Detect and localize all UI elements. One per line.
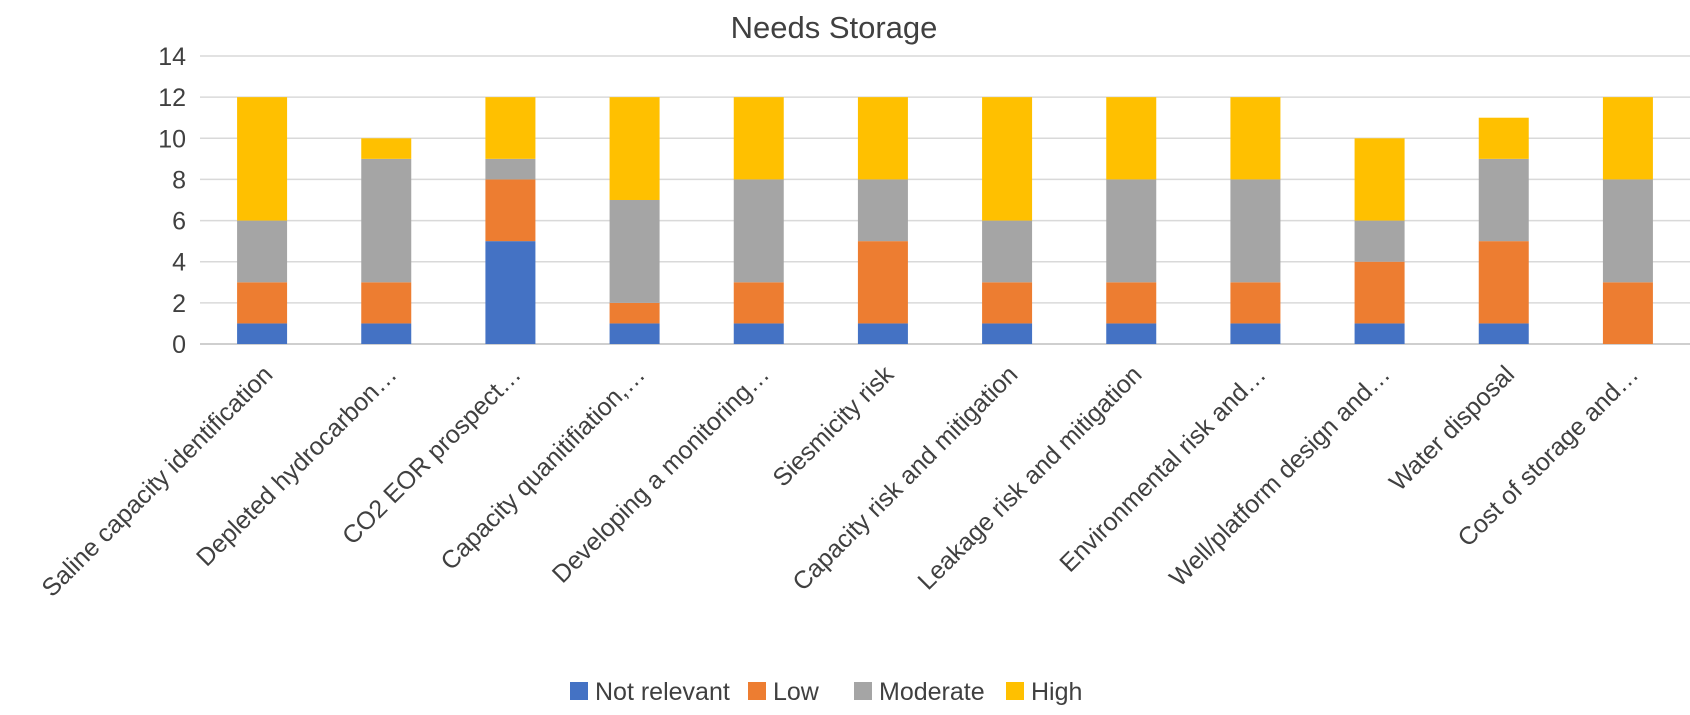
bar-segment-not-relevant: [1106, 323, 1157, 344]
legend-label: High: [1031, 678, 1082, 706]
bar-segment-high: [237, 97, 288, 221]
x-category-label: Leakage risk and mitigation: [912, 360, 1147, 595]
legend: Not relevant Low Moderate High: [570, 678, 1082, 706]
gridlines: [200, 55, 1690, 345]
bar-segment-low: [1354, 261, 1405, 324]
legend-swatch-high: [1006, 682, 1024, 700]
bar-segment-low: [237, 282, 288, 324]
bar-segment-high: [1602, 97, 1653, 180]
bar-segment-not-relevant: [1230, 323, 1281, 344]
x-category-label: Water disposal: [1384, 360, 1520, 496]
bar-segment-not-relevant: [733, 323, 784, 344]
x-category-label: Well/platform design and…: [1164, 360, 1396, 592]
bar-segment-not-relevant: [1354, 323, 1405, 344]
y-tick-label: 12: [158, 84, 186, 112]
bar-segment-not-relevant: [609, 323, 660, 344]
bar-segment-not-relevant: [982, 323, 1033, 344]
bar-segment-low: [982, 282, 1033, 324]
legend-label: Low: [773, 678, 820, 706]
bar-segment-moderate: [1478, 158, 1529, 242]
bar-segment-high: [857, 97, 908, 180]
y-tick-label: 6: [172, 208, 186, 236]
x-category-label: Environmental risk and…: [1054, 360, 1271, 577]
legend-label: Not relevant: [595, 678, 730, 706]
bar-segment-high: [1106, 97, 1157, 180]
bar-segment-high: [1354, 138, 1405, 221]
bar-segment-low: [1230, 282, 1281, 324]
y-tick-label: 2: [172, 290, 186, 318]
y-tick-label: 4: [172, 249, 186, 277]
bar-segment-high: [982, 97, 1033, 221]
bar-segment-high: [1478, 117, 1529, 159]
bar-segment-moderate: [237, 220, 288, 283]
bar-segment-moderate: [1106, 179, 1157, 283]
legend-swatch-not-relevant: [570, 682, 588, 700]
bar-segment-low: [1602, 282, 1653, 344]
x-category-label: Capacity risk and mitigation: [787, 360, 1023, 596]
bar-segment-moderate: [1602, 179, 1653, 283]
x-category-label: Siesmicity risk: [767, 360, 899, 492]
bar-segment-low: [733, 282, 784, 324]
legend-swatch-low: [748, 682, 766, 700]
bar-segment-high: [361, 138, 412, 159]
x-category-label: Depleted hydrocarbon…: [191, 360, 402, 571]
y-tick-label: 10: [158, 125, 186, 153]
x-category-label: Saline capacity identification: [36, 360, 278, 602]
x-category-label: Capacity quanitifiation,…: [435, 360, 650, 575]
bar-segment-moderate: [361, 158, 412, 283]
bar-segment-moderate: [982, 220, 1033, 283]
bar-segment-low: [1106, 282, 1157, 324]
bar-segment-low: [609, 302, 660, 324]
bar-segment-low: [485, 179, 536, 242]
bar-segment-high: [733, 97, 784, 180]
bar-segment-moderate: [857, 179, 908, 242]
bar-segment-not-relevant: [361, 323, 412, 344]
bar-segment-high: [609, 97, 660, 200]
bar-segment-moderate: [733, 179, 784, 283]
legend-label: Moderate: [879, 678, 985, 706]
y-axis-ticks: 0 2 4 6 8 10 12 14: [158, 43, 186, 359]
bar-segment-not-relevant: [237, 323, 288, 344]
bar-segment-moderate: [1230, 179, 1281, 283]
legend-swatch-moderate: [854, 682, 872, 700]
bar-segment-moderate: [485, 158, 536, 180]
bar-segment-low: [857, 241, 908, 324]
bar-segment-not-relevant: [857, 323, 908, 344]
x-category-label: Developing a monitoring…: [547, 360, 775, 588]
bar-segment-not-relevant: [1478, 323, 1529, 344]
bar-segment-not-relevant: [485, 241, 536, 344]
y-tick-label: 0: [172, 331, 186, 359]
y-tick-label: 8: [172, 166, 186, 194]
chart-title: Needs Storage: [731, 10, 938, 45]
bar-segment-moderate: [1354, 220, 1405, 262]
bar-segment-low: [361, 282, 412, 324]
bar-segment-moderate: [609, 200, 660, 303]
bars: [237, 97, 1653, 344]
bar-segment-high: [485, 97, 536, 159]
y-tick-label: 14: [158, 43, 186, 71]
bar-segment-high: [1230, 97, 1281, 180]
bar-segment-low: [1478, 241, 1529, 324]
